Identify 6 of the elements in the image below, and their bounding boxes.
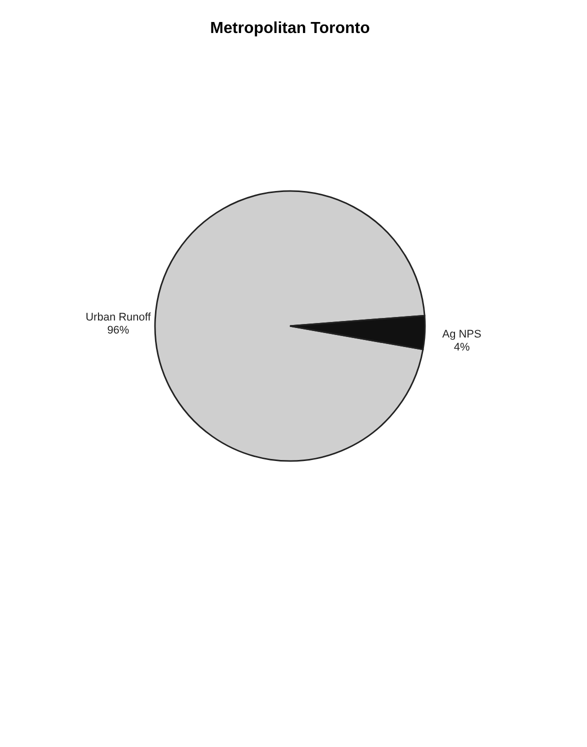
slice-label: Urban Runoff	[86, 312, 152, 324]
pie-slice	[154, 190, 426, 462]
chart-title: Metropolitan Toronto	[210, 20, 370, 37]
data-label: 96%	[107, 324, 130, 337]
slice-label: Ag NPS	[442, 328, 482, 340]
data-label: 4%	[454, 341, 470, 354]
